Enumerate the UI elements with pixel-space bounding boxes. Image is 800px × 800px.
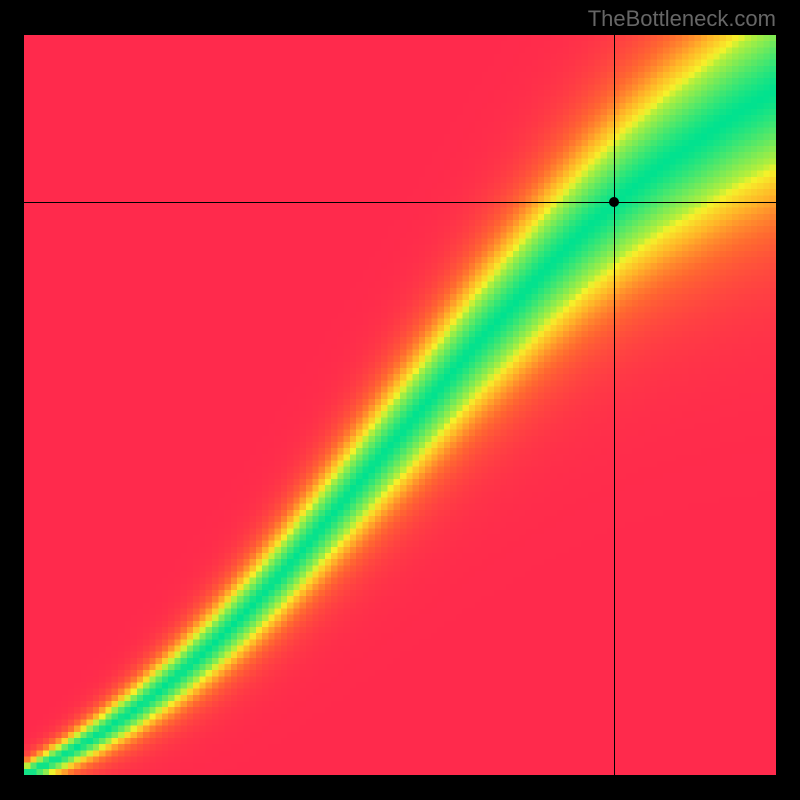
heatmap-plot — [24, 35, 776, 775]
heatmap-canvas — [24, 35, 776, 775]
watermark-text: TheBottleneck.com — [588, 6, 776, 32]
crosshair-horizontal — [24, 202, 776, 203]
crosshair-marker — [609, 197, 619, 207]
crosshair-vertical — [614, 35, 615, 775]
